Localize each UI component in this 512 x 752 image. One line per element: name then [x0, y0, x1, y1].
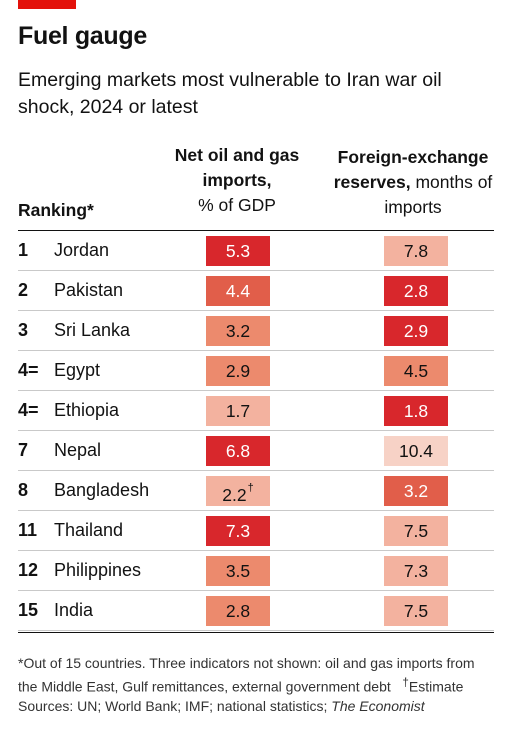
sources-text: Sources: UN; World Bank; IMF; national s… — [18, 698, 328, 715]
chart-title: Fuel gauge — [18, 22, 147, 50]
oil-imports-cell: 1.7 — [206, 396, 270, 426]
column-header-ranking: Ranking* — [18, 200, 94, 220]
rank-label: 4= — [18, 360, 39, 380]
footnotes: *Out of 15 countries. Three indicators n… — [18, 654, 494, 717]
fx-reserves-cell: 7.5 — [384, 596, 448, 626]
oil-imports-value: 5.3 — [225, 241, 251, 261]
fx-reserves-value: 7.5 — [403, 521, 429, 541]
column-header-fx: Foreign-exchange reserves, months of imp… — [318, 145, 508, 220]
header-divider — [18, 230, 494, 231]
oil-imports-value: 2.9 — [225, 361, 251, 381]
estimate-marker: † — [247, 482, 254, 494]
oil-imports-cell: 3.2 — [206, 316, 270, 346]
country-label: Sri Lanka — [54, 320, 131, 340]
oil-imports-value: 6.8 — [225, 441, 251, 461]
oil-imports-cell: 2.8 — [206, 596, 270, 626]
estimate-label: Estimate — [408, 679, 464, 696]
rank-label: 11 — [18, 520, 38, 540]
fx-reserves-value: 7.8 — [403, 241, 429, 261]
rank-label: 2 — [18, 280, 29, 300]
fx-reserves-cell: 10.4 — [384, 436, 448, 466]
oil-imports-value: 2.2 — [222, 484, 247, 505]
rank-label: 4= — [18, 400, 39, 420]
table-row: 15 India 2.8 7.5 — [18, 591, 494, 631]
fx-reserves-value: 2.9 — [403, 321, 429, 341]
fx-reserves-cell: 7.8 — [384, 236, 448, 266]
table-row: 12 Philippines 3.5 7.3 — [18, 551, 494, 591]
fx-reserves-value: 3.2 — [403, 481, 429, 501]
footnote-text: *Out of 15 countries. Three indicators n… — [18, 655, 475, 696]
oil-imports-value: 3.2 — [225, 321, 251, 341]
table-row: 1 Jordan 5.3 7.8 — [18, 231, 494, 271]
sources-publisher: The Economist — [331, 698, 425, 715]
fx-reserves-cell: 7.3 — [384, 556, 448, 586]
rank-label: 1 — [18, 240, 29, 260]
fx-reserves-cell: 2.9 — [384, 316, 448, 346]
country-label: Egypt — [54, 360, 101, 380]
brand-tag — [18, 0, 76, 9]
footer-divider — [18, 632, 494, 633]
estimate-mark: † — [402, 676, 409, 690]
fx-reserves-value: 7.5 — [403, 601, 429, 621]
fx-reserves-value: 1.8 — [403, 401, 429, 421]
oil-imports-cell: 6.8 — [206, 436, 270, 466]
rank-label: 3 — [18, 320, 29, 340]
oil-imports-value: 3.5 — [225, 561, 251, 581]
fx-reserves-cell: 1.8 — [384, 396, 448, 426]
country-label: Ethiopia — [54, 400, 120, 420]
table-row: 4= Ethiopia 1.7 1.8 — [18, 391, 494, 431]
fx-reserves-value: 4.5 — [403, 361, 429, 381]
oil-imports-value: 4.4 — [225, 281, 251, 301]
rank-label: 15 — [18, 600, 39, 620]
country-label: Pakistan — [54, 280, 124, 300]
oil-imports-value: 7.3 — [225, 521, 251, 541]
table-row: 7 Nepal 6.8 10.4 — [18, 431, 494, 471]
rank-label: 8 — [18, 480, 29, 500]
table-row: 11 Thailand 7.3 7.5 — [18, 511, 494, 551]
country-label: Nepal — [54, 440, 102, 460]
oil-imports-cell: 2.2† — [206, 476, 270, 506]
country-label: India — [54, 600, 94, 620]
chart-subtitle: Emerging markets most vulnerable to Iran… — [18, 69, 442, 118]
fx-reserves-value: 7.3 — [403, 561, 429, 581]
country-label: Bangladesh — [54, 480, 150, 500]
table-row: 8 Bangladesh 2.2† 3.2 — [18, 471, 494, 511]
fx-reserves-cell: 2.8 — [384, 276, 448, 306]
oil-imports-cell: 2.9 — [206, 356, 270, 386]
fx-reserves-cell: 4.5 — [384, 356, 448, 386]
fx-reserves-value: 10.4 — [398, 441, 434, 461]
rank-label: 12 — [18, 560, 39, 580]
column-header-fx-title: Foreign-exchange reserves, — [333, 147, 489, 192]
oil-imports-cell: 7.3 — [206, 516, 270, 546]
table-body: 1 Jordan 5.3 7.8 2 Pakistan 4.4 2.8 3 Sri Lanka 3.… — [18, 231, 494, 631]
column-header-fx-unit: months of imports — [384, 172, 493, 217]
fx-reserves-value: 2.8 — [403, 281, 429, 301]
rank-label: 7 — [18, 440, 29, 460]
fx-reserves-cell: 7.5 — [384, 516, 448, 546]
table-row: 2 Pakistan 4.4 2.8 — [18, 271, 494, 311]
table-row: 4= Egypt 2.9 4.5 — [18, 351, 494, 391]
country-label: Thailand — [54, 520, 124, 540]
column-header-oil-title: Net oil and gas imports, — [174, 145, 300, 190]
country-label: Philippines — [54, 560, 142, 580]
table-row: 3 Sri Lanka 3.2 2.9 — [18, 311, 494, 351]
oil-imports-cell: 3.5 — [206, 556, 270, 586]
column-header-oil: Net oil and gas imports, % of GDP — [166, 143, 308, 218]
column-header-oil-unit: % of GDP — [198, 195, 276, 215]
oil-imports-cell: 4.4 — [206, 276, 270, 306]
fx-reserves-cell: 3.2 — [384, 476, 448, 506]
country-label: Jordan — [54, 240, 110, 260]
oil-imports-value: 1.7 — [225, 401, 251, 421]
oil-imports-cell: 5.3 — [206, 236, 270, 266]
oil-imports-value: 2.8 — [225, 601, 251, 621]
